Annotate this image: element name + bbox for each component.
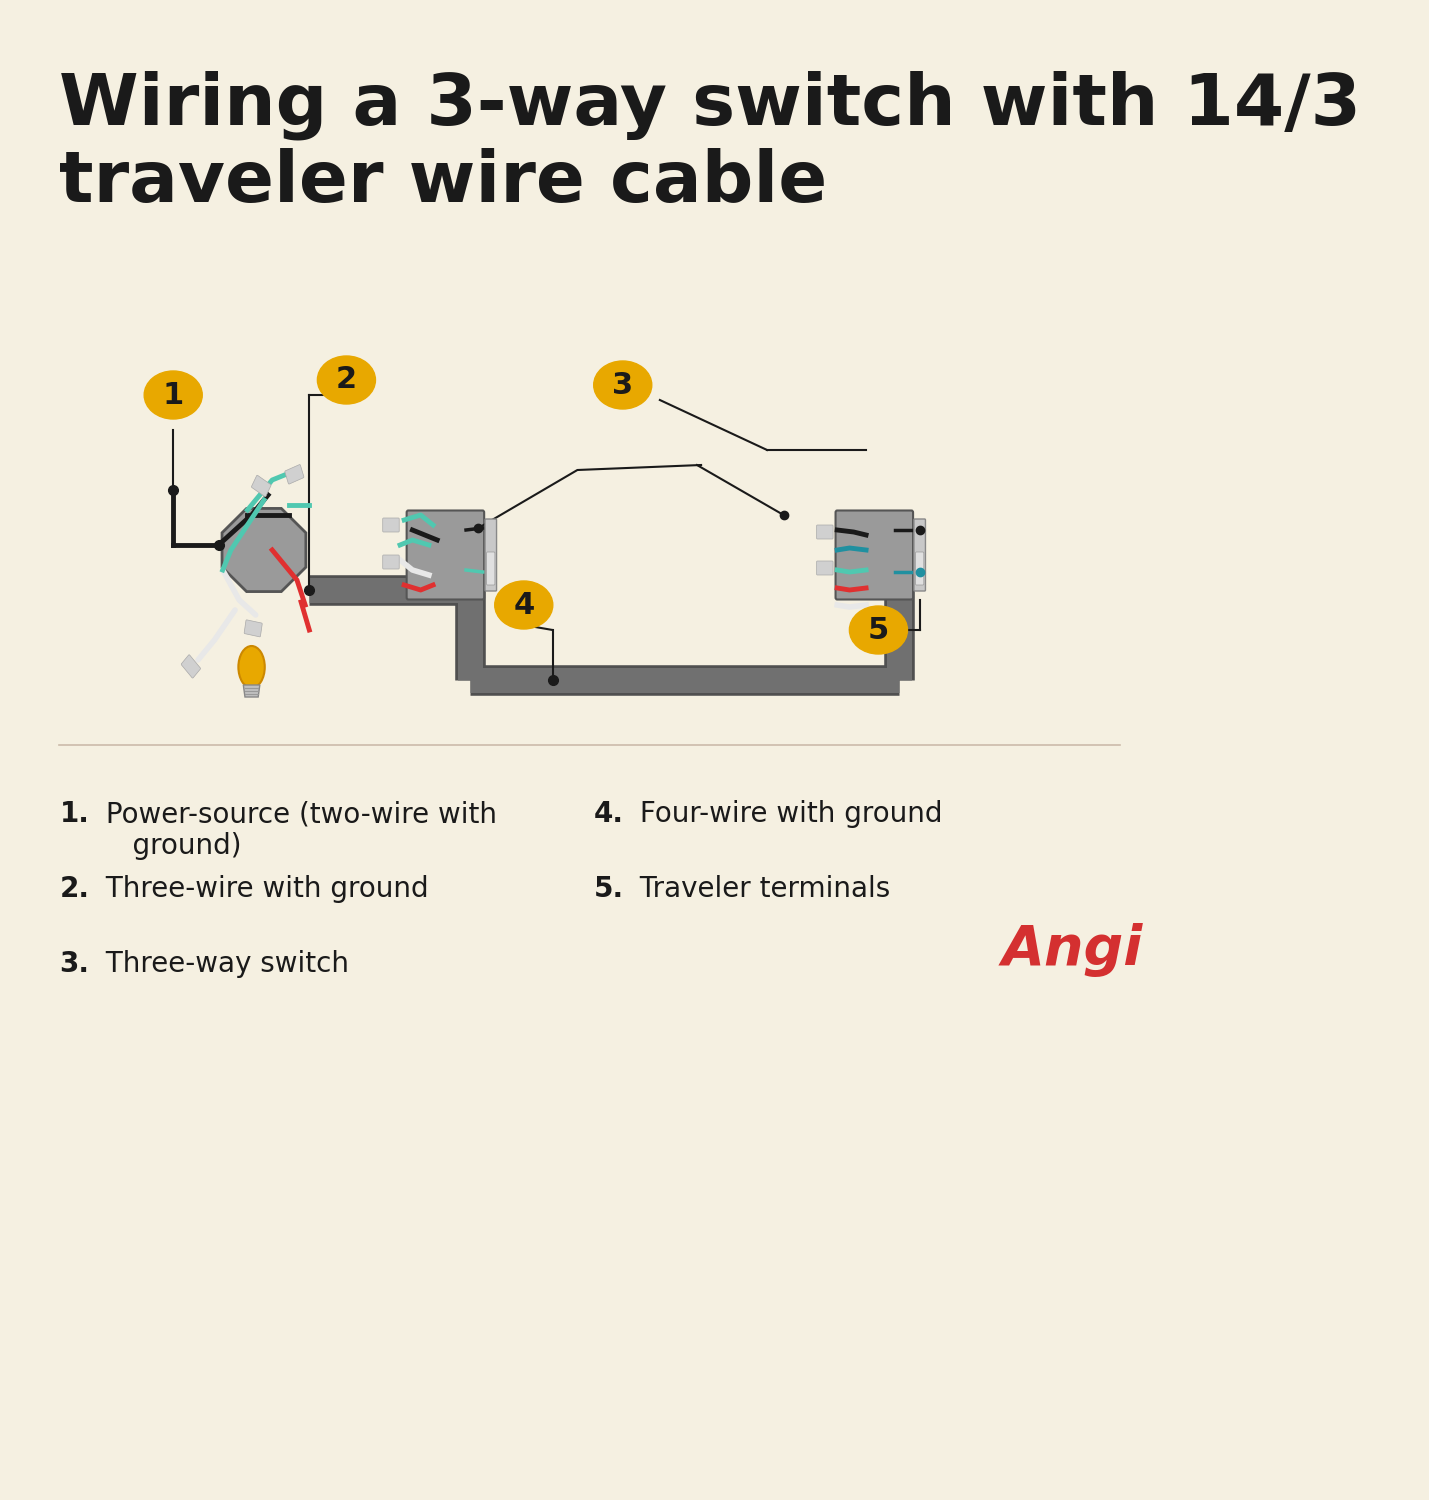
FancyBboxPatch shape [816, 561, 833, 574]
Text: 4: 4 [513, 591, 534, 620]
FancyBboxPatch shape [816, 525, 833, 538]
FancyBboxPatch shape [487, 552, 494, 585]
Text: 2.: 2. [60, 874, 90, 903]
Text: Wiring a 3-way switch with 14/3
traveler wire cable: Wiring a 3-way switch with 14/3 traveler… [60, 70, 1362, 216]
Ellipse shape [593, 362, 652, 410]
Text: Four-wire with ground: Four-wire with ground [632, 800, 943, 828]
FancyBboxPatch shape [284, 465, 304, 484]
Text: 5.: 5. [594, 874, 624, 903]
Polygon shape [221, 509, 306, 591]
Text: 5: 5 [867, 615, 889, 645]
Ellipse shape [317, 356, 376, 404]
FancyBboxPatch shape [484, 519, 496, 591]
Text: Power-source (two-wire with
    ground): Power-source (two-wire with ground) [97, 800, 496, 861]
Ellipse shape [144, 370, 203, 419]
FancyBboxPatch shape [836, 510, 913, 600]
Ellipse shape [494, 580, 553, 628]
Text: 4.: 4. [594, 800, 624, 828]
FancyBboxPatch shape [916, 552, 923, 585]
Polygon shape [243, 686, 260, 698]
FancyBboxPatch shape [181, 654, 200, 678]
Text: 1.: 1. [60, 800, 89, 828]
FancyBboxPatch shape [383, 518, 399, 532]
FancyBboxPatch shape [252, 476, 272, 496]
FancyBboxPatch shape [915, 519, 926, 591]
Text: Traveler terminals: Traveler terminals [632, 874, 890, 903]
FancyBboxPatch shape [244, 620, 262, 638]
Text: 3: 3 [612, 370, 633, 399]
Ellipse shape [849, 606, 907, 654]
Text: 1: 1 [163, 381, 184, 410]
FancyBboxPatch shape [383, 555, 399, 568]
Text: Three-wire with ground: Three-wire with ground [97, 874, 429, 903]
Text: 2: 2 [336, 366, 357, 394]
Text: 3.: 3. [60, 950, 90, 978]
Text: Angi: Angi [1002, 922, 1143, 976]
Ellipse shape [239, 646, 264, 688]
Text: Three-way switch: Three-way switch [97, 950, 349, 978]
FancyBboxPatch shape [407, 510, 484, 600]
